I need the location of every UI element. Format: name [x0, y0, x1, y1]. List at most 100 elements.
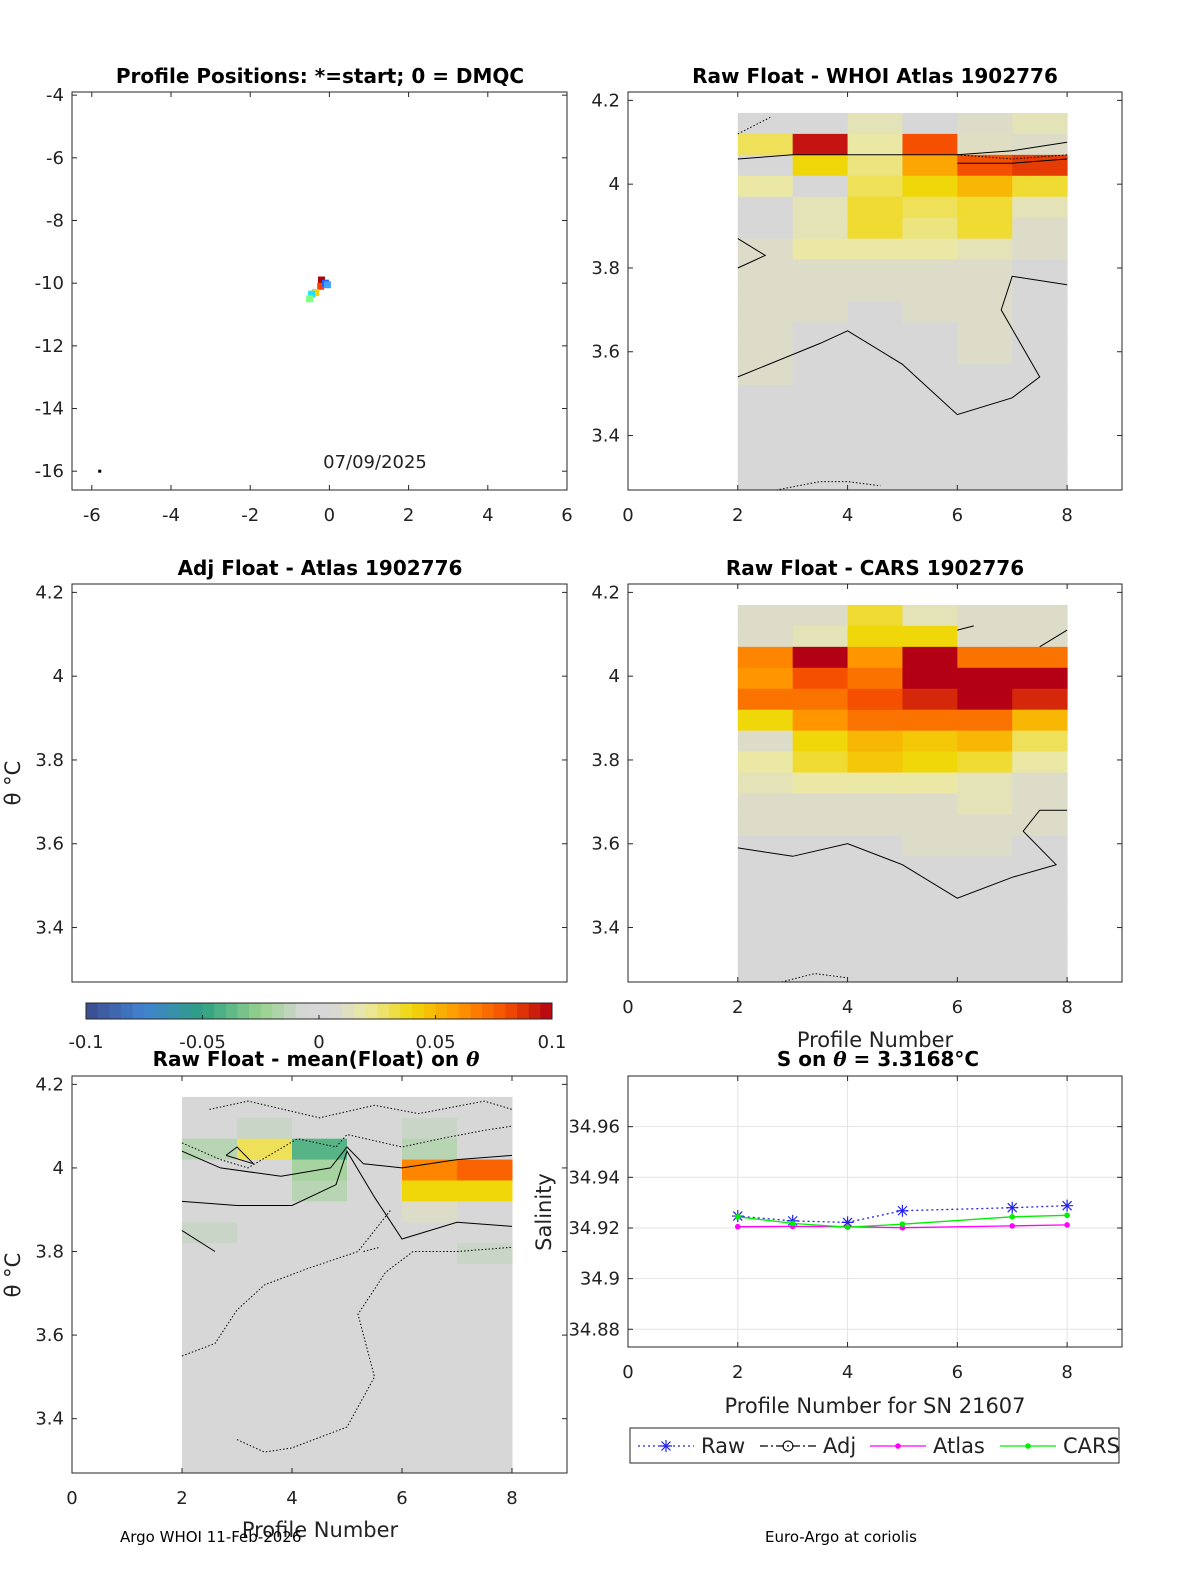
colorbar-segment — [447, 1003, 460, 1019]
raw-cars-cell — [792, 709, 849, 732]
raw-cars-cell — [902, 961, 958, 983]
raw-whoi-cell — [792, 259, 849, 282]
raw-whoi-cell — [737, 112, 794, 135]
raw-cars-cell — [792, 772, 849, 794]
anomaly-cell — [402, 1159, 458, 1181]
anomaly-cell — [292, 1096, 348, 1119]
salinity-xtick-label: 6 — [952, 1362, 963, 1383]
raw-cars-cell — [1012, 814, 1068, 836]
anomaly-cell — [347, 1138, 403, 1161]
raw-cars-cell — [957, 667, 1013, 690]
anomaly-cell — [347, 1452, 403, 1474]
colorbar-segment — [132, 1003, 145, 1019]
raw-cars-cell — [1012, 751, 1068, 774]
raw-whoi-cell — [792, 217, 849, 240]
anomaly-cell — [292, 1410, 348, 1432]
raw-cars-xtick-label: 0 — [622, 997, 633, 1018]
colorbar-segment — [517, 1003, 530, 1019]
raw-cars-cell — [1012, 772, 1068, 794]
salinity-series-cars-line — [737, 1214, 1068, 1228]
raw-cars-cell — [957, 688, 1013, 711]
anomaly-cell — [292, 1305, 348, 1328]
raw-cars-cell — [847, 919, 903, 941]
raw-cars-cell — [737, 814, 794, 836]
raw-whoi-cell — [1012, 448, 1068, 470]
anomaly-contour — [181, 1150, 513, 1240]
raw-cars-cell — [792, 814, 849, 836]
raw-cars-ytick-label: 3.6 — [591, 834, 620, 855]
salinity-series-raw-marker — [841, 1216, 854, 1229]
salinity-ytick-label: 34.94 — [568, 1167, 620, 1188]
anomaly-cell — [457, 1222, 513, 1244]
raw-whoi-cell — [792, 385, 849, 407]
anomaly-cell — [237, 1347, 293, 1370]
colorbar-segment — [272, 1003, 285, 1019]
colorbar-box — [85, 1002, 553, 1020]
raw-cars-cell — [792, 961, 849, 983]
anomaly-cell — [457, 1326, 513, 1349]
raw-cars-title: Raw Float - CARS 1902776 — [726, 556, 1024, 580]
salinity-plot: 0 2 4 6 8 34.96 34.94 34.92 34.9 34.88 — [568, 1076, 1122, 1383]
raw-whoi-cell — [737, 448, 794, 470]
anomaly-cell — [402, 1264, 458, 1286]
raw-cars-contour — [737, 809, 1068, 899]
raw-cars-cell — [1012, 730, 1068, 753]
anomaly-contour — [181, 1230, 216, 1252]
raw-cars-cell — [957, 961, 1013, 983]
raw-cars-contour — [957, 625, 974, 631]
anomaly-cell — [292, 1159, 348, 1181]
colorbar-segment — [482, 1003, 495, 1019]
anomaly-cell — [237, 1368, 293, 1390]
raw-cars-cell — [902, 730, 958, 753]
raw-whoi-xtick-label: 8 — [1061, 505, 1072, 526]
anomaly-xtick-label: 2 — [176, 1488, 187, 1509]
raw-cars-xtick-label: 4 — [842, 997, 853, 1018]
raw-whoi-cell — [902, 469, 958, 491]
raw-whoi-cell — [847, 154, 903, 177]
raw-cars-cell — [902, 625, 958, 648]
raw-whoi-cell — [957, 133, 1013, 156]
anomaly-cell — [347, 1305, 403, 1328]
raw-cars-cell — [902, 709, 958, 732]
raw-whoi-ytick-label: 4 — [609, 174, 620, 195]
legend-label-adj: Adj — [823, 1434, 856, 1458]
colorbar-segment — [120, 1003, 134, 1019]
colorbar-segment — [237, 1003, 250, 1019]
salinity-ylabel: Salinity — [532, 1173, 556, 1251]
raw-whoi-cell — [792, 343, 849, 365]
raw-whoi-cell — [792, 133, 849, 156]
adj-atlas-ytick-label: 4.2 — [35, 582, 64, 603]
anomaly-cell — [457, 1284, 513, 1307]
raw-whoi-cell — [902, 154, 958, 177]
anomaly-cell — [402, 1389, 458, 1411]
raw-whoi-contour — [776, 481, 881, 491]
raw-cars-cell — [902, 940, 958, 962]
raw-cars-cell — [902, 604, 958, 627]
raw-cars-cell — [792, 793, 849, 815]
adj-atlas-ylabel: θ °C — [1, 761, 25, 806]
raw-whoi-cell — [957, 112, 1013, 135]
anomaly-cell — [402, 1431, 458, 1453]
positions-ytick-label: -6 — [46, 148, 64, 169]
raw-cars-cell — [957, 730, 1013, 753]
raw-cars-cell — [1012, 940, 1068, 962]
positions-ytick-label: -12 — [35, 336, 64, 357]
salinity-series-cars-marker — [1064, 1212, 1070, 1219]
raw-whoi-cell — [847, 133, 903, 156]
raw-whoi-cell — [792, 301, 849, 323]
raw-cars-cell — [957, 793, 1013, 815]
raw-whoi-cell — [847, 322, 903, 344]
raw-cars-cell — [737, 646, 794, 669]
raw-cars-cell — [737, 751, 794, 774]
anomaly-cell — [347, 1284, 403, 1307]
colorbar-segment — [214, 1003, 227, 1019]
raw-cars-cell — [847, 814, 903, 836]
colorbar-segment — [458, 1003, 471, 1019]
raw-cars-cell — [792, 856, 849, 878]
raw-cars-cell — [1012, 793, 1068, 815]
positions-ytick-label: -4 — [46, 85, 64, 106]
anomaly-cell — [237, 1201, 293, 1223]
anomaly-cell — [182, 1138, 238, 1161]
raw-whoi-cell — [957, 385, 1013, 407]
anomaly-cell — [402, 1410, 458, 1432]
